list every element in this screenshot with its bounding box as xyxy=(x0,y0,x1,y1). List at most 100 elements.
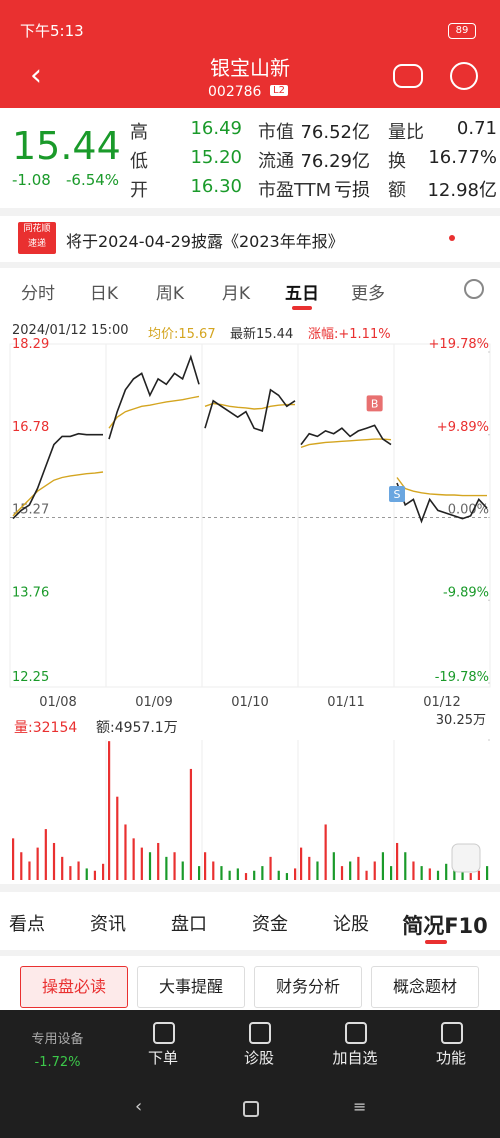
volume-bar xyxy=(332,852,335,880)
back-button[interactable]: ‹ xyxy=(30,58,42,93)
bottom-tab[interactable]: 简况F10 xyxy=(402,914,488,938)
footer-icon[interactable] xyxy=(249,1022,271,1044)
chart-frame xyxy=(9,343,491,688)
stat-value: 0.71 xyxy=(456,118,497,139)
price: 15.44 xyxy=(12,124,121,168)
volume-bar xyxy=(365,870,368,880)
avg-line xyxy=(300,438,392,449)
bottom-tab[interactable]: 论股 xyxy=(333,914,369,935)
bottom-tab[interactable]: 看点 xyxy=(9,914,45,935)
volume-bar xyxy=(77,861,80,880)
search-button[interactable] xyxy=(450,62,478,90)
price-line xyxy=(396,482,488,524)
button[interactable]: 概念题材 xyxy=(371,966,479,1008)
footer-icon[interactable] xyxy=(345,1022,367,1044)
volume-bar xyxy=(324,824,327,880)
volume-bar xyxy=(189,768,193,880)
stat-label: 市盈TTM xyxy=(258,180,332,201)
nav-home[interactable] xyxy=(243,1101,259,1117)
battery: 89 xyxy=(448,23,476,39)
volume-bar xyxy=(20,852,23,880)
volume-bar xyxy=(381,852,385,880)
robot-button[interactable] xyxy=(393,64,423,88)
footer-item[interactable]: 加自选 xyxy=(332,1049,378,1067)
expand-button[interactable] xyxy=(451,843,481,873)
bottom-tab[interactable]: 资讯 xyxy=(90,914,126,935)
volume-bar xyxy=(165,856,168,880)
button[interactable]: 大事提醒 xyxy=(137,966,245,1008)
tab[interactable]: 周K xyxy=(155,284,185,304)
tab-indicator xyxy=(425,940,447,944)
volume-bar xyxy=(412,861,415,880)
tab[interactable]: 日K xyxy=(89,284,119,304)
stat-value: 12.98亿 xyxy=(427,180,497,201)
stat-label: 换 xyxy=(388,151,406,172)
volume-bar xyxy=(148,852,152,880)
footer-item[interactable]: 诊股 xyxy=(243,1049,274,1067)
notice-text[interactable]: 将于2024-04-29披露《2023年年报》 xyxy=(66,232,344,251)
volume-bar xyxy=(396,842,399,880)
footer-icon[interactable] xyxy=(441,1022,463,1044)
tab[interactable]: 五日 xyxy=(285,284,319,304)
button[interactable]: 操盘必读 xyxy=(20,966,128,1008)
tab-indicator xyxy=(292,306,312,310)
y2-tick-label: +19.78% xyxy=(429,337,489,352)
footer-item[interactable]: 下单 xyxy=(147,1049,178,1067)
volume-bar xyxy=(453,868,456,880)
x-tick-label: 01/10 xyxy=(231,695,268,710)
volume-bar xyxy=(85,868,88,880)
nav-menu[interactable]: ≡ xyxy=(353,1097,367,1116)
volume-bar xyxy=(436,870,440,880)
level-badge: L2 xyxy=(270,85,288,96)
volume-bar xyxy=(228,870,231,880)
avg-line xyxy=(396,477,487,497)
marker-bg xyxy=(389,485,405,502)
volume-bar xyxy=(404,852,407,880)
tab[interactable]: 分时 xyxy=(21,284,55,304)
volume-bar xyxy=(236,868,239,880)
bottom-tab[interactable]: 资金 xyxy=(252,914,288,935)
tab[interactable]: 更多 xyxy=(351,284,385,304)
logo-line: 同花顺 xyxy=(23,224,51,234)
nav-back[interactable]: ‹ xyxy=(135,1096,143,1117)
stat-label: 低 xyxy=(130,151,148,172)
volume-bar xyxy=(198,866,201,880)
x-tick-label: 01/09 xyxy=(135,695,172,710)
volume-label: 量:32154 xyxy=(14,720,78,736)
avg-line xyxy=(12,471,104,517)
volume-bar xyxy=(28,861,31,880)
info-last: 最新15.44 xyxy=(230,327,294,342)
marker-label: B xyxy=(371,397,379,410)
volume-bar xyxy=(69,866,72,880)
volume-bar xyxy=(300,847,303,880)
device: 专用设备 xyxy=(31,1032,84,1047)
settings[interactable] xyxy=(464,279,484,299)
volume-bar xyxy=(44,829,47,880)
stat-value: 15.20 xyxy=(190,147,242,168)
price-line xyxy=(108,354,200,440)
bottom-tab[interactable]: 盘口 xyxy=(171,914,207,935)
volume-bar xyxy=(173,852,176,880)
volume-bar xyxy=(108,741,111,880)
stat-value: 76.52亿 xyxy=(300,122,370,143)
y-tick-label: 16.78 xyxy=(12,420,49,435)
volume-bar xyxy=(277,870,280,880)
volume-bar xyxy=(140,847,143,880)
footer-icon[interactable] xyxy=(153,1022,175,1044)
volume-bar xyxy=(93,870,97,880)
footer-item[interactable]: 功能 xyxy=(435,1049,466,1067)
y-tick-label: 15.27 xyxy=(12,503,49,518)
volume-bar xyxy=(220,866,223,880)
info-time: 2024/01/12 15:00 xyxy=(12,323,129,338)
y2-tick-label: +9.89% xyxy=(437,420,489,435)
button[interactable]: 财务分析 xyxy=(254,966,362,1008)
y-tick-label: 18.29 xyxy=(12,337,49,352)
volume-bar xyxy=(445,863,448,880)
volume-bar xyxy=(36,847,39,880)
volume-bar xyxy=(269,856,272,880)
tab[interactable]: 月K xyxy=(221,284,251,304)
y2-tick-label: 0.00% xyxy=(448,503,489,518)
notice-dot xyxy=(449,235,455,241)
price-line xyxy=(12,432,103,520)
